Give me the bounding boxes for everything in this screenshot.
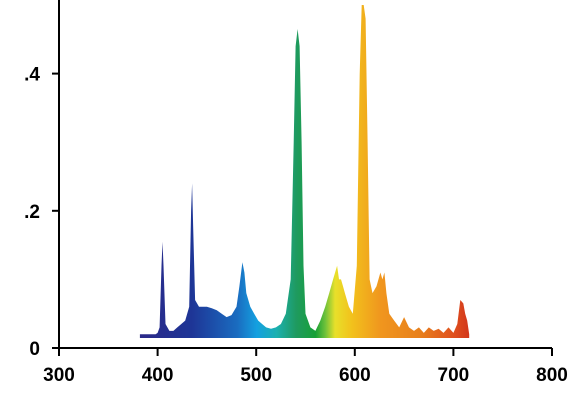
x-tick-label: 800 bbox=[536, 365, 568, 386]
y-tick-label: 0 bbox=[29, 339, 40, 360]
x-tick-label: 600 bbox=[339, 365, 371, 386]
x-axis: 300 400 500 600 700 800 bbox=[43, 348, 568, 386]
y-tick-label: .4 bbox=[24, 65, 40, 86]
x-tick-label: 400 bbox=[142, 365, 174, 386]
x-tick-label: 700 bbox=[438, 365, 470, 386]
y-tick-label: .2 bbox=[24, 202, 40, 223]
y-axis: 0 .2 .4 bbox=[24, 65, 59, 360]
x-tick-label: 300 bbox=[43, 365, 75, 386]
plot-area bbox=[139, 5, 470, 338]
spectrum-area bbox=[139, 5, 470, 338]
x-tick-label: 500 bbox=[240, 365, 272, 386]
